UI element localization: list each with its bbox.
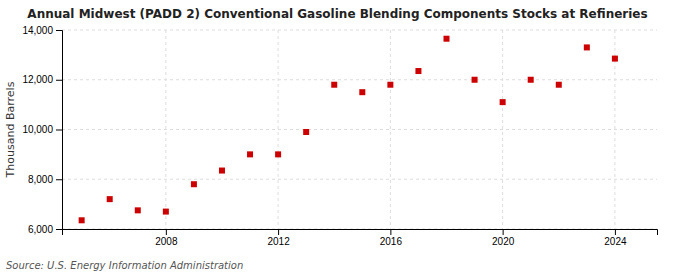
chart: 2008 2012 2016 2020 2024 6,000 8,000 10,000 12,0…	[0, 0, 675, 275]
tick-label: 2008	[155, 236, 178, 247]
tick-label: 14,000	[22, 25, 53, 36]
tick-mark	[615, 229, 616, 235]
y-axis: 6,000 8,000 10,000 12,000 14,000	[22, 25, 62, 235]
x-tick: 2016	[380, 229, 403, 247]
point	[528, 77, 534, 83]
x-tick: 2012	[267, 229, 290, 247]
grid-line	[278, 30, 279, 229]
tick-label: 8,000	[28, 174, 53, 185]
point	[163, 209, 169, 215]
x-tick: 2008	[155, 229, 178, 247]
title: Annual Midwest (PADD 2) Conventional Gas…	[27, 7, 647, 21]
point	[556, 82, 562, 88]
tick-mark	[166, 229, 167, 235]
y-axis-title: Thousand Barrels	[4, 81, 17, 178]
point	[219, 168, 225, 174]
x-tick: 2020	[492, 229, 515, 247]
tick-label: 10,000	[22, 124, 53, 135]
tick-label: 2024	[604, 236, 627, 247]
point	[79, 217, 85, 223]
point	[107, 196, 113, 202]
tick-mark	[56, 130, 62, 131]
y-tick: 6,000	[28, 224, 62, 235]
x-axis: 2008 2012 2016 2020 2024	[63, 229, 658, 247]
point	[444, 36, 450, 42]
y-tick: 14,000	[22, 25, 62, 36]
y-tick: 8,000	[28, 174, 62, 185]
point	[415, 68, 421, 74]
grid-line	[165, 30, 166, 229]
tick-mark	[56, 80, 62, 81]
point	[359, 89, 365, 95]
grid-line	[62, 30, 657, 31]
point	[500, 99, 506, 105]
tick-mark	[56, 30, 62, 31]
point	[584, 44, 590, 50]
tick-mark	[56, 179, 62, 180]
plot: 2008 2012 2016 2020 2024 6,000 8,000 10,000 12,0…	[22, 25, 657, 247]
tick-mark	[56, 229, 62, 230]
tick-label: 2012	[267, 236, 290, 247]
point	[303, 129, 309, 135]
axis-line	[63, 230, 658, 236]
grid	[62, 30, 657, 229]
tick-label: 2016	[380, 236, 403, 247]
x-tick: 2024	[604, 229, 627, 247]
tick-mark	[503, 229, 504, 235]
points	[79, 36, 618, 224]
point	[331, 82, 337, 88]
y-tick: 12,000	[22, 74, 62, 85]
point	[387, 82, 393, 88]
grid-line	[390, 30, 391, 229]
tick-label: 6,000	[28, 224, 53, 235]
tick-label: 12,000	[22, 74, 53, 85]
point	[247, 151, 253, 157]
point	[612, 56, 618, 62]
tick-mark	[278, 229, 279, 235]
grid-line	[62, 129, 657, 130]
source: Source: U.S. Energy Information Administ…	[6, 260, 243, 271]
tick-mark	[390, 229, 391, 235]
axis-line	[56, 31, 63, 230]
point	[191, 181, 197, 187]
point	[135, 207, 141, 213]
point	[472, 77, 478, 83]
grid-line	[502, 30, 503, 229]
tick-label: 2020	[492, 236, 515, 247]
point	[275, 151, 281, 157]
grid-line	[62, 179, 657, 180]
y-tick: 10,000	[22, 124, 62, 135]
grid-line	[62, 79, 657, 80]
